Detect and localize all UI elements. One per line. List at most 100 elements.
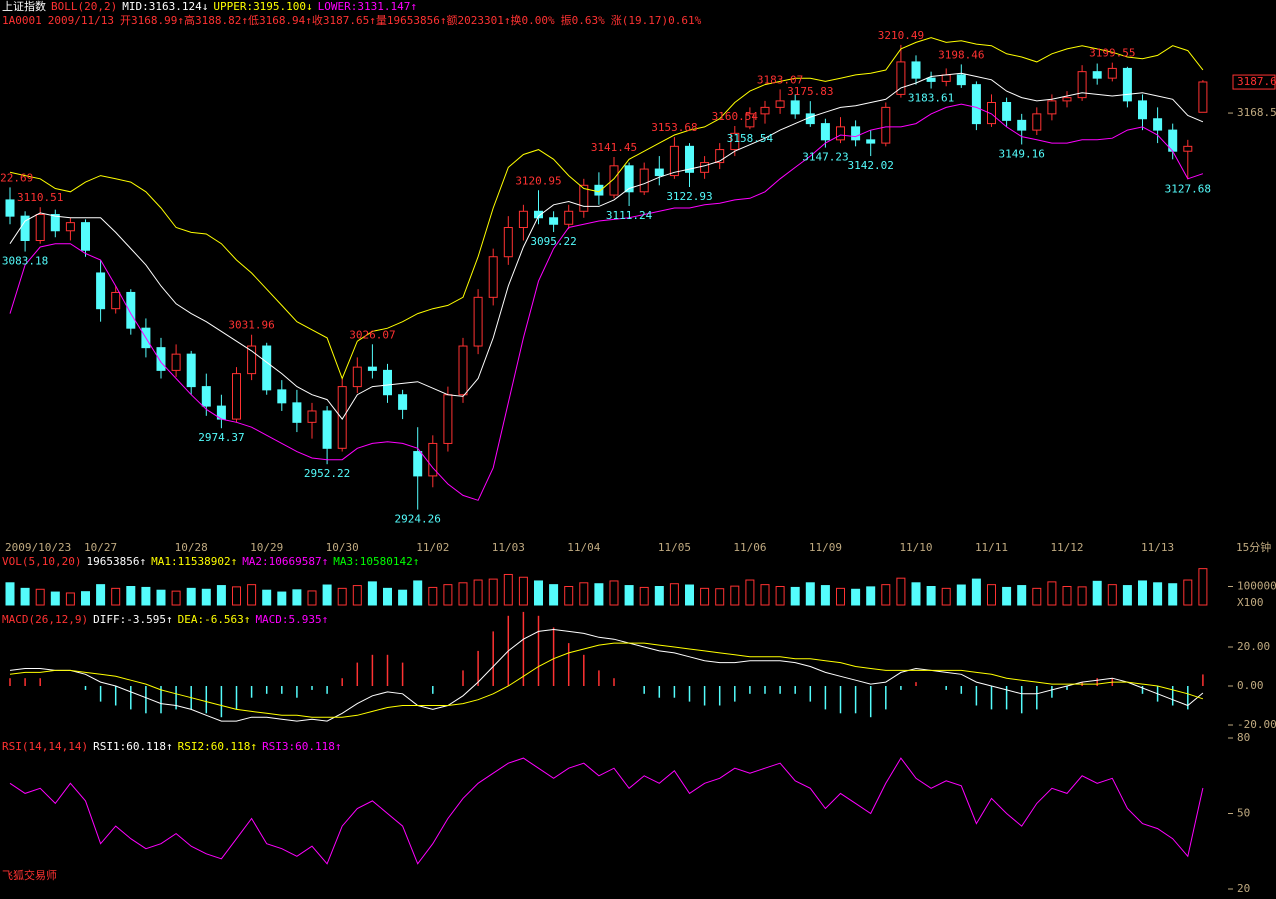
price-annotation: 3120.95 [515, 174, 561, 187]
price-annotation: 3199.55 [1089, 47, 1135, 60]
volume-bar [624, 585, 634, 606]
candle-body [1092, 71, 1102, 79]
volume-bar [337, 587, 347, 606]
header-item: RSI2:60.118↑ [178, 740, 257, 753]
price-annotation: 3122.93 [666, 190, 712, 203]
candle-body [564, 210, 574, 225]
x-tick-label: 11/10 [899, 541, 932, 554]
volume-bar [186, 587, 196, 606]
volume-bar [715, 588, 725, 606]
volume-bar [549, 584, 559, 606]
volume-bar [941, 587, 951, 606]
volume-bar [35, 588, 45, 606]
x-tick-label: 11/13 [1141, 541, 1174, 554]
boll-line [9, 103, 1204, 501]
volume-bar [1062, 586, 1072, 606]
header-item: 19653856↑ [86, 555, 146, 568]
candle-body [1017, 119, 1027, 131]
candle-body [1122, 67, 1132, 102]
volume-bar [111, 587, 121, 606]
volume-bar [1168, 583, 1178, 606]
volume-bar [503, 573, 513, 606]
header-item: MA1:11538902↑ [151, 555, 237, 568]
candle-body [654, 168, 664, 177]
candle-body [609, 165, 619, 196]
header-item: DEA:-6.563↑ [178, 613, 251, 626]
x-tick-label: 11/11 [975, 541, 1008, 554]
volume-bar [639, 586, 649, 606]
rsi-line [9, 757, 1204, 865]
volume-bar [156, 589, 166, 606]
volume-bar [971, 578, 981, 606]
header-item: RSI3:60.118↑ [262, 740, 341, 753]
x-tick-label: 11/04 [567, 541, 600, 554]
volume-bar [1047, 581, 1057, 606]
x-tick-label: 10/28 [175, 541, 208, 554]
candle-body [549, 217, 559, 225]
candle-body [534, 210, 543, 219]
candle-body [428, 442, 438, 477]
y-tick-label: 50 [1237, 807, 1250, 820]
header-item: DIFF:-3.595↑ [93, 613, 172, 626]
candle-body [881, 106, 891, 144]
candle-body [367, 366, 377, 371]
candle-body [1138, 100, 1147, 120]
volume-bar [609, 580, 619, 606]
volume-bar [534, 580, 543, 606]
candle-body [488, 256, 498, 298]
candle-body [126, 291, 136, 329]
volume-bar [307, 590, 317, 606]
volume-bar [201, 588, 211, 606]
volume-bar [50, 591, 60, 606]
price-annotation: 3183.61 [908, 92, 954, 105]
candle-body [1107, 67, 1117, 79]
volume-bar [473, 579, 483, 606]
volume-bar [1032, 587, 1042, 606]
candle-body [50, 214, 60, 232]
candle-body [111, 291, 121, 310]
price-annotation: 3031.96 [228, 319, 274, 332]
price-annotation: 3142.02 [848, 159, 894, 172]
candle-body [186, 353, 196, 388]
volume-bar [262, 589, 272, 606]
volume-bar [669, 583, 679, 606]
info-item: 1A0001 [2, 14, 42, 27]
price-annotation: 3127.68 [1165, 182, 1211, 195]
x-tick-label: 11/02 [416, 541, 449, 554]
volume-bar [488, 578, 498, 606]
candle-body [639, 168, 649, 193]
volume-bar [881, 584, 891, 606]
candle-body [790, 100, 800, 115]
header-item: LOWER:3131.147↑ [318, 0, 417, 13]
candle-body [443, 394, 453, 444]
info-item: 2009/11/13 [48, 14, 114, 27]
candle-body [851, 126, 861, 141]
volume-bar [367, 581, 377, 606]
volume-bar [760, 584, 770, 606]
volume-bar [700, 587, 710, 606]
header-item: RSI(14,14,14) [2, 740, 88, 753]
candle-body [503, 227, 513, 258]
header-item: RSI1:60.118↑ [93, 740, 172, 753]
macd-line [9, 628, 1204, 722]
macd-line [9, 642, 1204, 718]
header-item: BOLL(20,2) [51, 0, 117, 13]
candle-body [896, 61, 906, 95]
volume-bar [594, 583, 604, 606]
volume-bar [126, 586, 136, 606]
candle-body [685, 145, 694, 173]
volume-bar [1092, 580, 1102, 606]
volume-bar [987, 584, 996, 606]
volume-bar [1122, 585, 1132, 606]
candle-body [820, 123, 830, 141]
x-tick-label: 2009/10/23 [5, 541, 71, 554]
volume-bar [413, 580, 423, 606]
volume-bar [896, 577, 906, 606]
candle-body [262, 345, 272, 391]
candle-body [760, 106, 770, 115]
candle-body [473, 296, 483, 347]
volume-bar [428, 586, 438, 606]
y-tick-label: 80 [1237, 731, 1250, 744]
